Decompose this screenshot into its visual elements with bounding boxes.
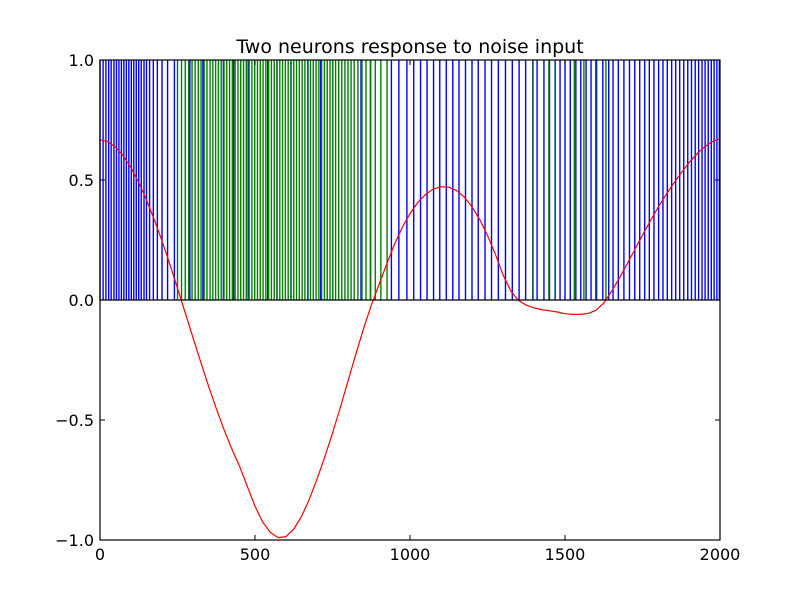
- x-tick-label-3: 1500: [545, 545, 586, 564]
- x-tick-label-0: 0: [95, 545, 105, 564]
- chart-title: Two neurons response to noise input: [235, 36, 583, 58]
- y-tick-label-2: 0.0: [69, 291, 94, 310]
- y-tick-label-1: 0.5: [69, 171, 94, 190]
- x-tick-label-1: 500: [240, 545, 271, 564]
- y-tick-label-0: 1.0: [69, 51, 94, 70]
- x-tick-label-2: 1000: [390, 545, 431, 564]
- series-line-2: [99, 138, 721, 539]
- line-layer: [99, 138, 721, 539]
- x-tick-label-4: 2000: [700, 545, 741, 564]
- y-tick-label-3: −0.5: [55, 411, 94, 430]
- y-tick-label-4: −1.0: [55, 531, 94, 550]
- axes-layer: 0 500 1000 1500 2000 1.0 0.5 0.0 −0.5 −1.0: [55, 51, 740, 564]
- spike-layer: [99, 60, 721, 300]
